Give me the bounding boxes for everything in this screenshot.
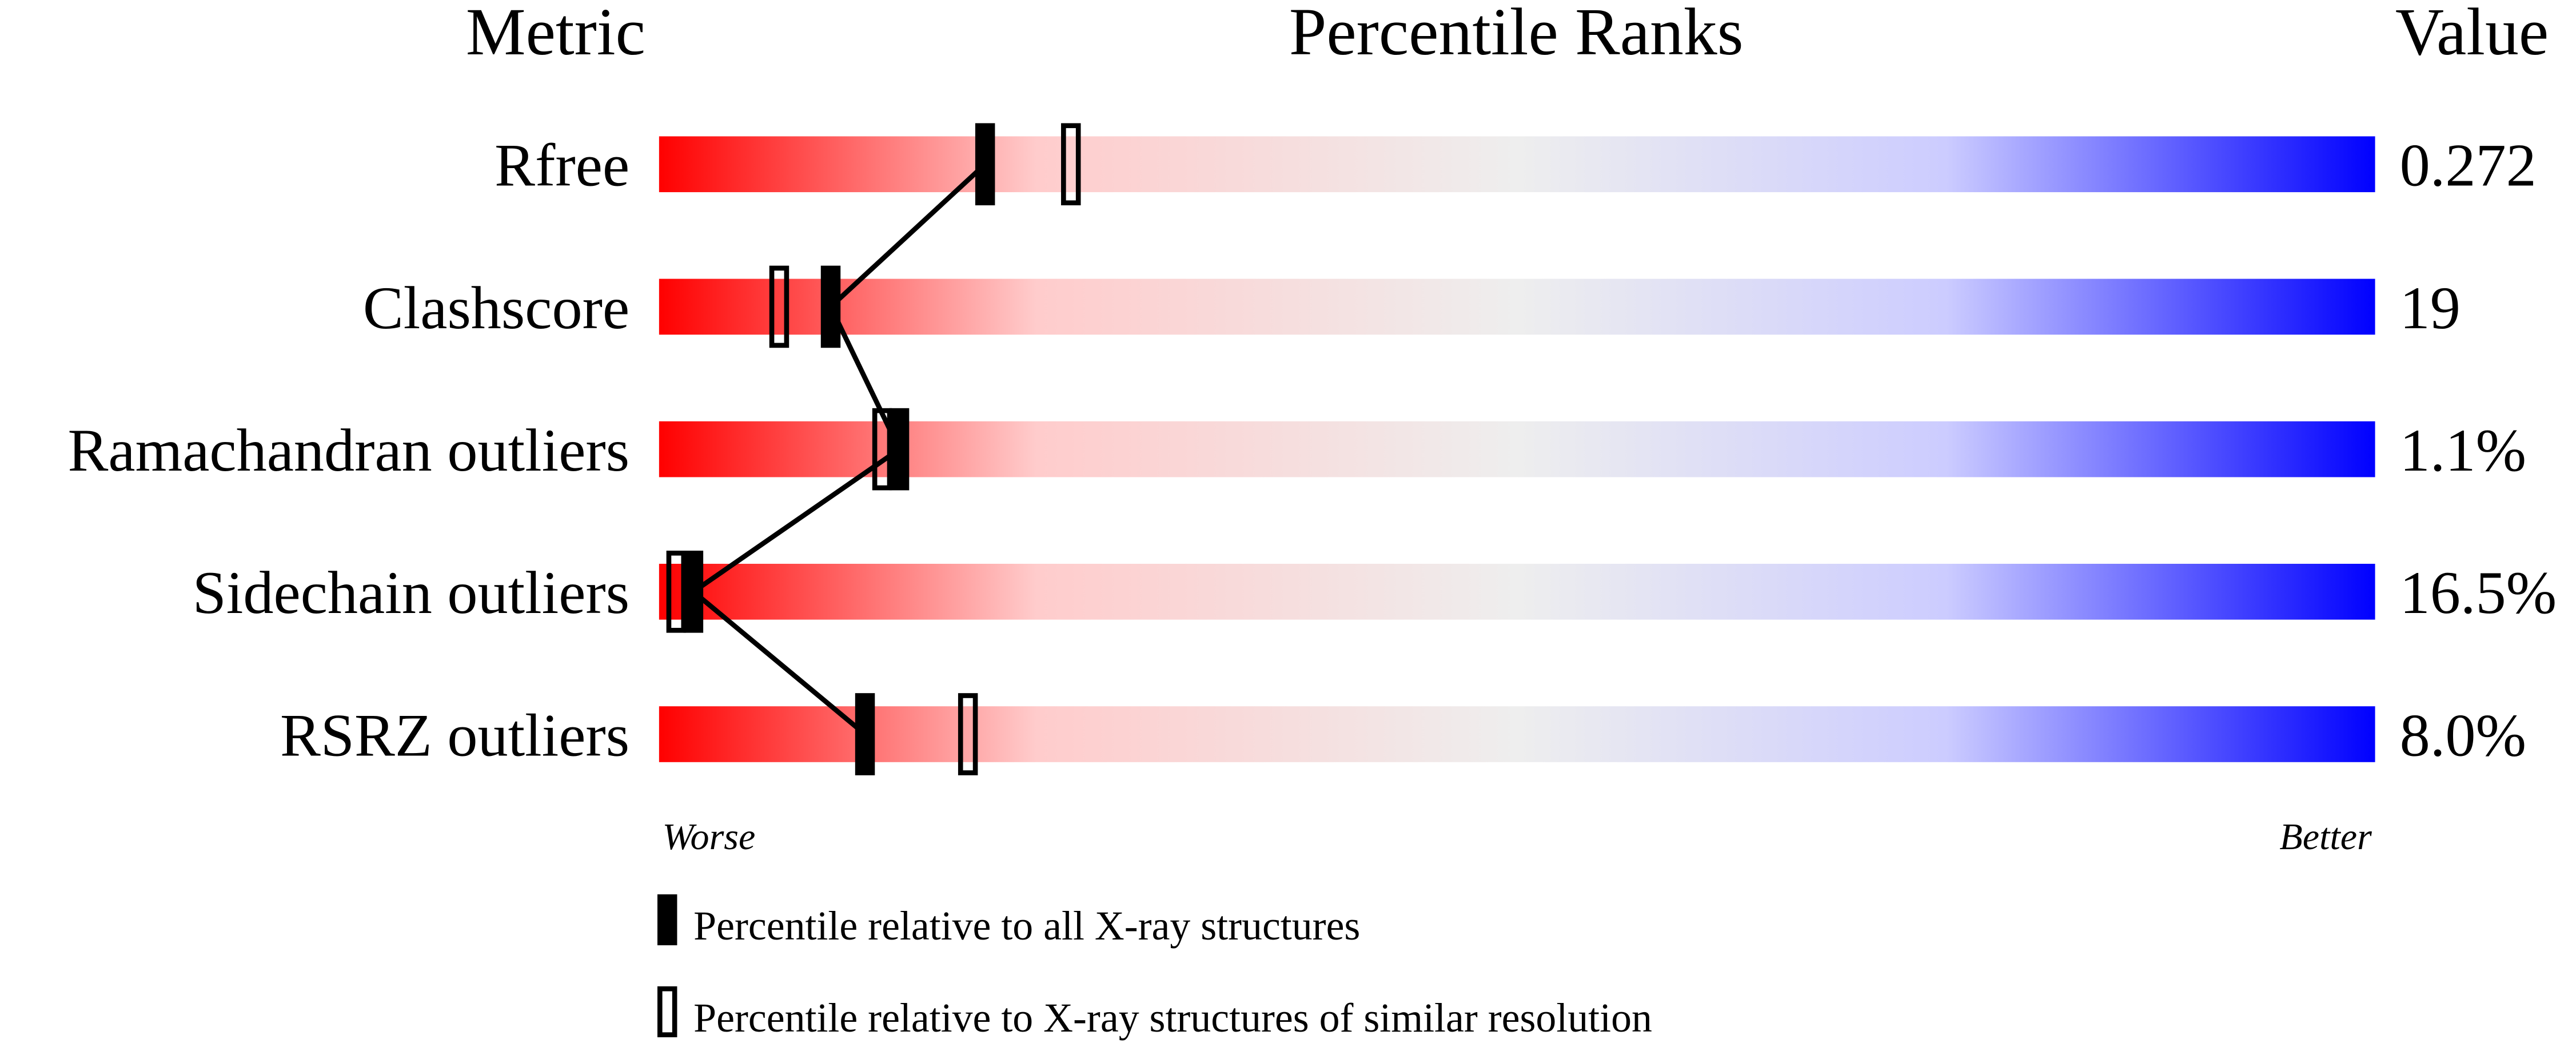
percentile-marker	[975, 123, 995, 206]
percentile-marker	[820, 265, 841, 348]
metric-label: Sidechain outliers	[193, 559, 629, 626]
percentile-marker	[769, 265, 789, 348]
percentile-marker	[683, 550, 704, 633]
percentile-bar	[659, 278, 2375, 335]
metric-value: 1.1%	[2400, 416, 2526, 484]
column-header: Percentile Ranks	[1289, 0, 1744, 69]
metric-label: RSRZ outliers	[280, 701, 629, 769]
percentile-bar	[659, 563, 2375, 620]
legend-label: Percentile relative to X-ray structures …	[693, 995, 1652, 1041]
metric-label: Rfree	[495, 132, 629, 199]
column-header: Value	[2395, 0, 2549, 69]
percentile-bar	[659, 421, 2375, 477]
legend-label: Percentile relative to all X-ray structu…	[693, 903, 1360, 949]
legend-marker	[657, 894, 677, 946]
percentile-marker	[958, 693, 978, 775]
axis-end-label: Better	[2279, 816, 2372, 858]
column-header: Metric	[466, 0, 645, 69]
percentile-bar	[659, 136, 2375, 193]
metric-label: Ramachandran outliers	[68, 416, 630, 484]
percentile-marker	[855, 693, 875, 775]
axis-end-label: Worse	[663, 816, 756, 858]
legend-marker	[657, 986, 677, 1037]
metric-value: 19	[2400, 274, 2461, 341]
metric-value: 0.272	[2400, 132, 2537, 199]
percentile-marker	[1061, 123, 1081, 206]
metric-value: 8.0%	[2400, 701, 2526, 769]
metric-value: 16.5%	[2400, 559, 2557, 626]
percentile-marker	[889, 408, 910, 491]
metric-label: Clashscore	[363, 274, 629, 341]
percentile-bar	[659, 706, 2375, 762]
